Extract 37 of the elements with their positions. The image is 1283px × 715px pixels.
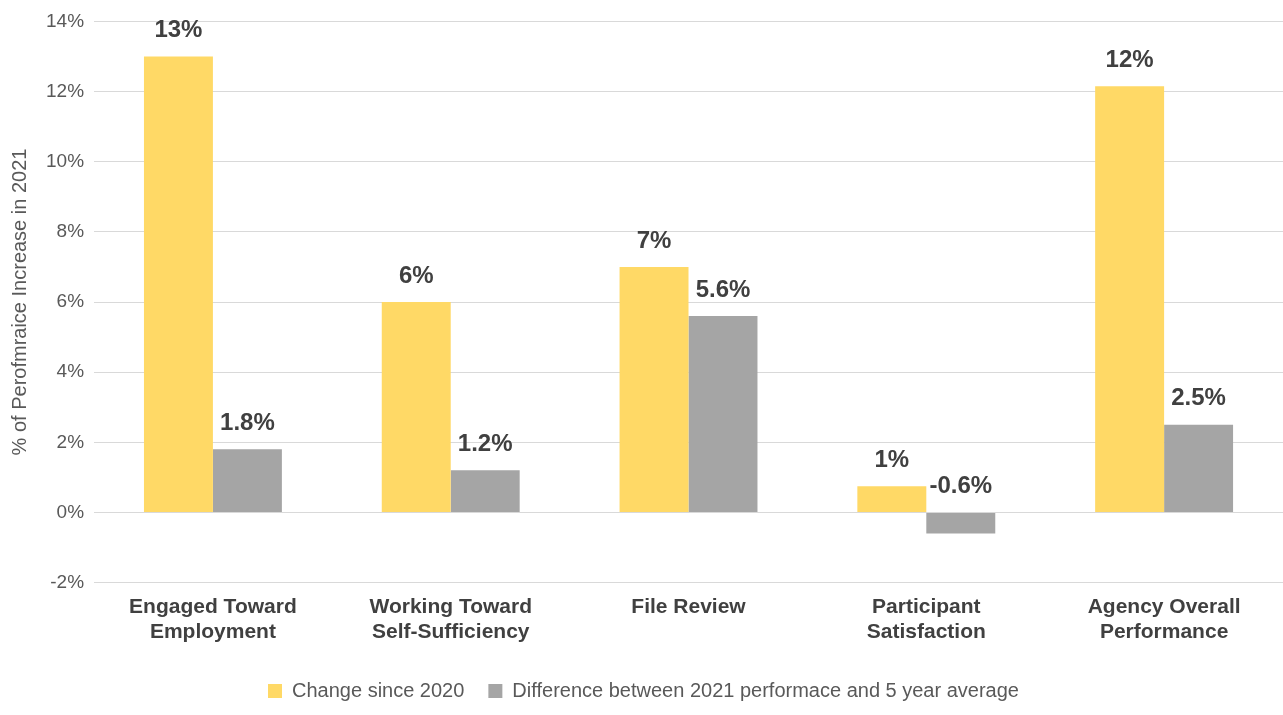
y-tick-label: -2% — [50, 570, 85, 592]
y-tick-label: 6% — [56, 290, 85, 312]
data-label: 13% — [154, 15, 203, 43]
bar — [619, 266, 689, 512]
data-label: -0.6% — [929, 471, 993, 499]
data-label: 1% — [874, 444, 910, 472]
data-label: 1.8% — [220, 407, 275, 435]
bar — [381, 302, 451, 512]
y-tick-label: 14% — [46, 9, 85, 31]
bar — [1095, 86, 1165, 512]
data-label: 6% — [398, 260, 434, 288]
data-label: 5.6% — [695, 274, 751, 302]
y-axis-title: % of Perofmraice Increase in 2021 — [7, 148, 30, 456]
bar — [143, 56, 213, 512]
legend-label: Difference between 2021 performace and 5 year average — [512, 678, 1019, 701]
x-tick-label: Agency Overall Performance — [1087, 594, 1241, 643]
y-tick-label: 0% — [56, 500, 85, 522]
bar — [926, 512, 996, 534]
bar — [688, 316, 758, 512]
y-tick-label: 8% — [56, 220, 85, 242]
x-tick-label: File Review — [631, 594, 747, 617]
data-label: 12% — [1105, 44, 1154, 72]
x-tick-label: Engaged Toward Employment — [129, 594, 297, 643]
x-tick-label: Participant Satisfaction — [866, 594, 986, 643]
y-tick-label: 12% — [46, 79, 85, 101]
legend-label: Change since 2020 — [292, 678, 465, 701]
bar — [1164, 424, 1234, 512]
x-tick-label: Working Toward Self-Sufficiency — [369, 594, 532, 643]
bar — [212, 449, 282, 512]
y-tick-label: 10% — [46, 149, 85, 171]
bar — [450, 470, 520, 512]
data-label: 2.5% — [1171, 383, 1226, 411]
y-tick-label: 2% — [56, 430, 85, 452]
data-label: 1.2% — [457, 428, 513, 456]
data-label: 7% — [636, 225, 672, 253]
bar — [857, 486, 927, 512]
y-tick-label: 4% — [56, 360, 85, 382]
